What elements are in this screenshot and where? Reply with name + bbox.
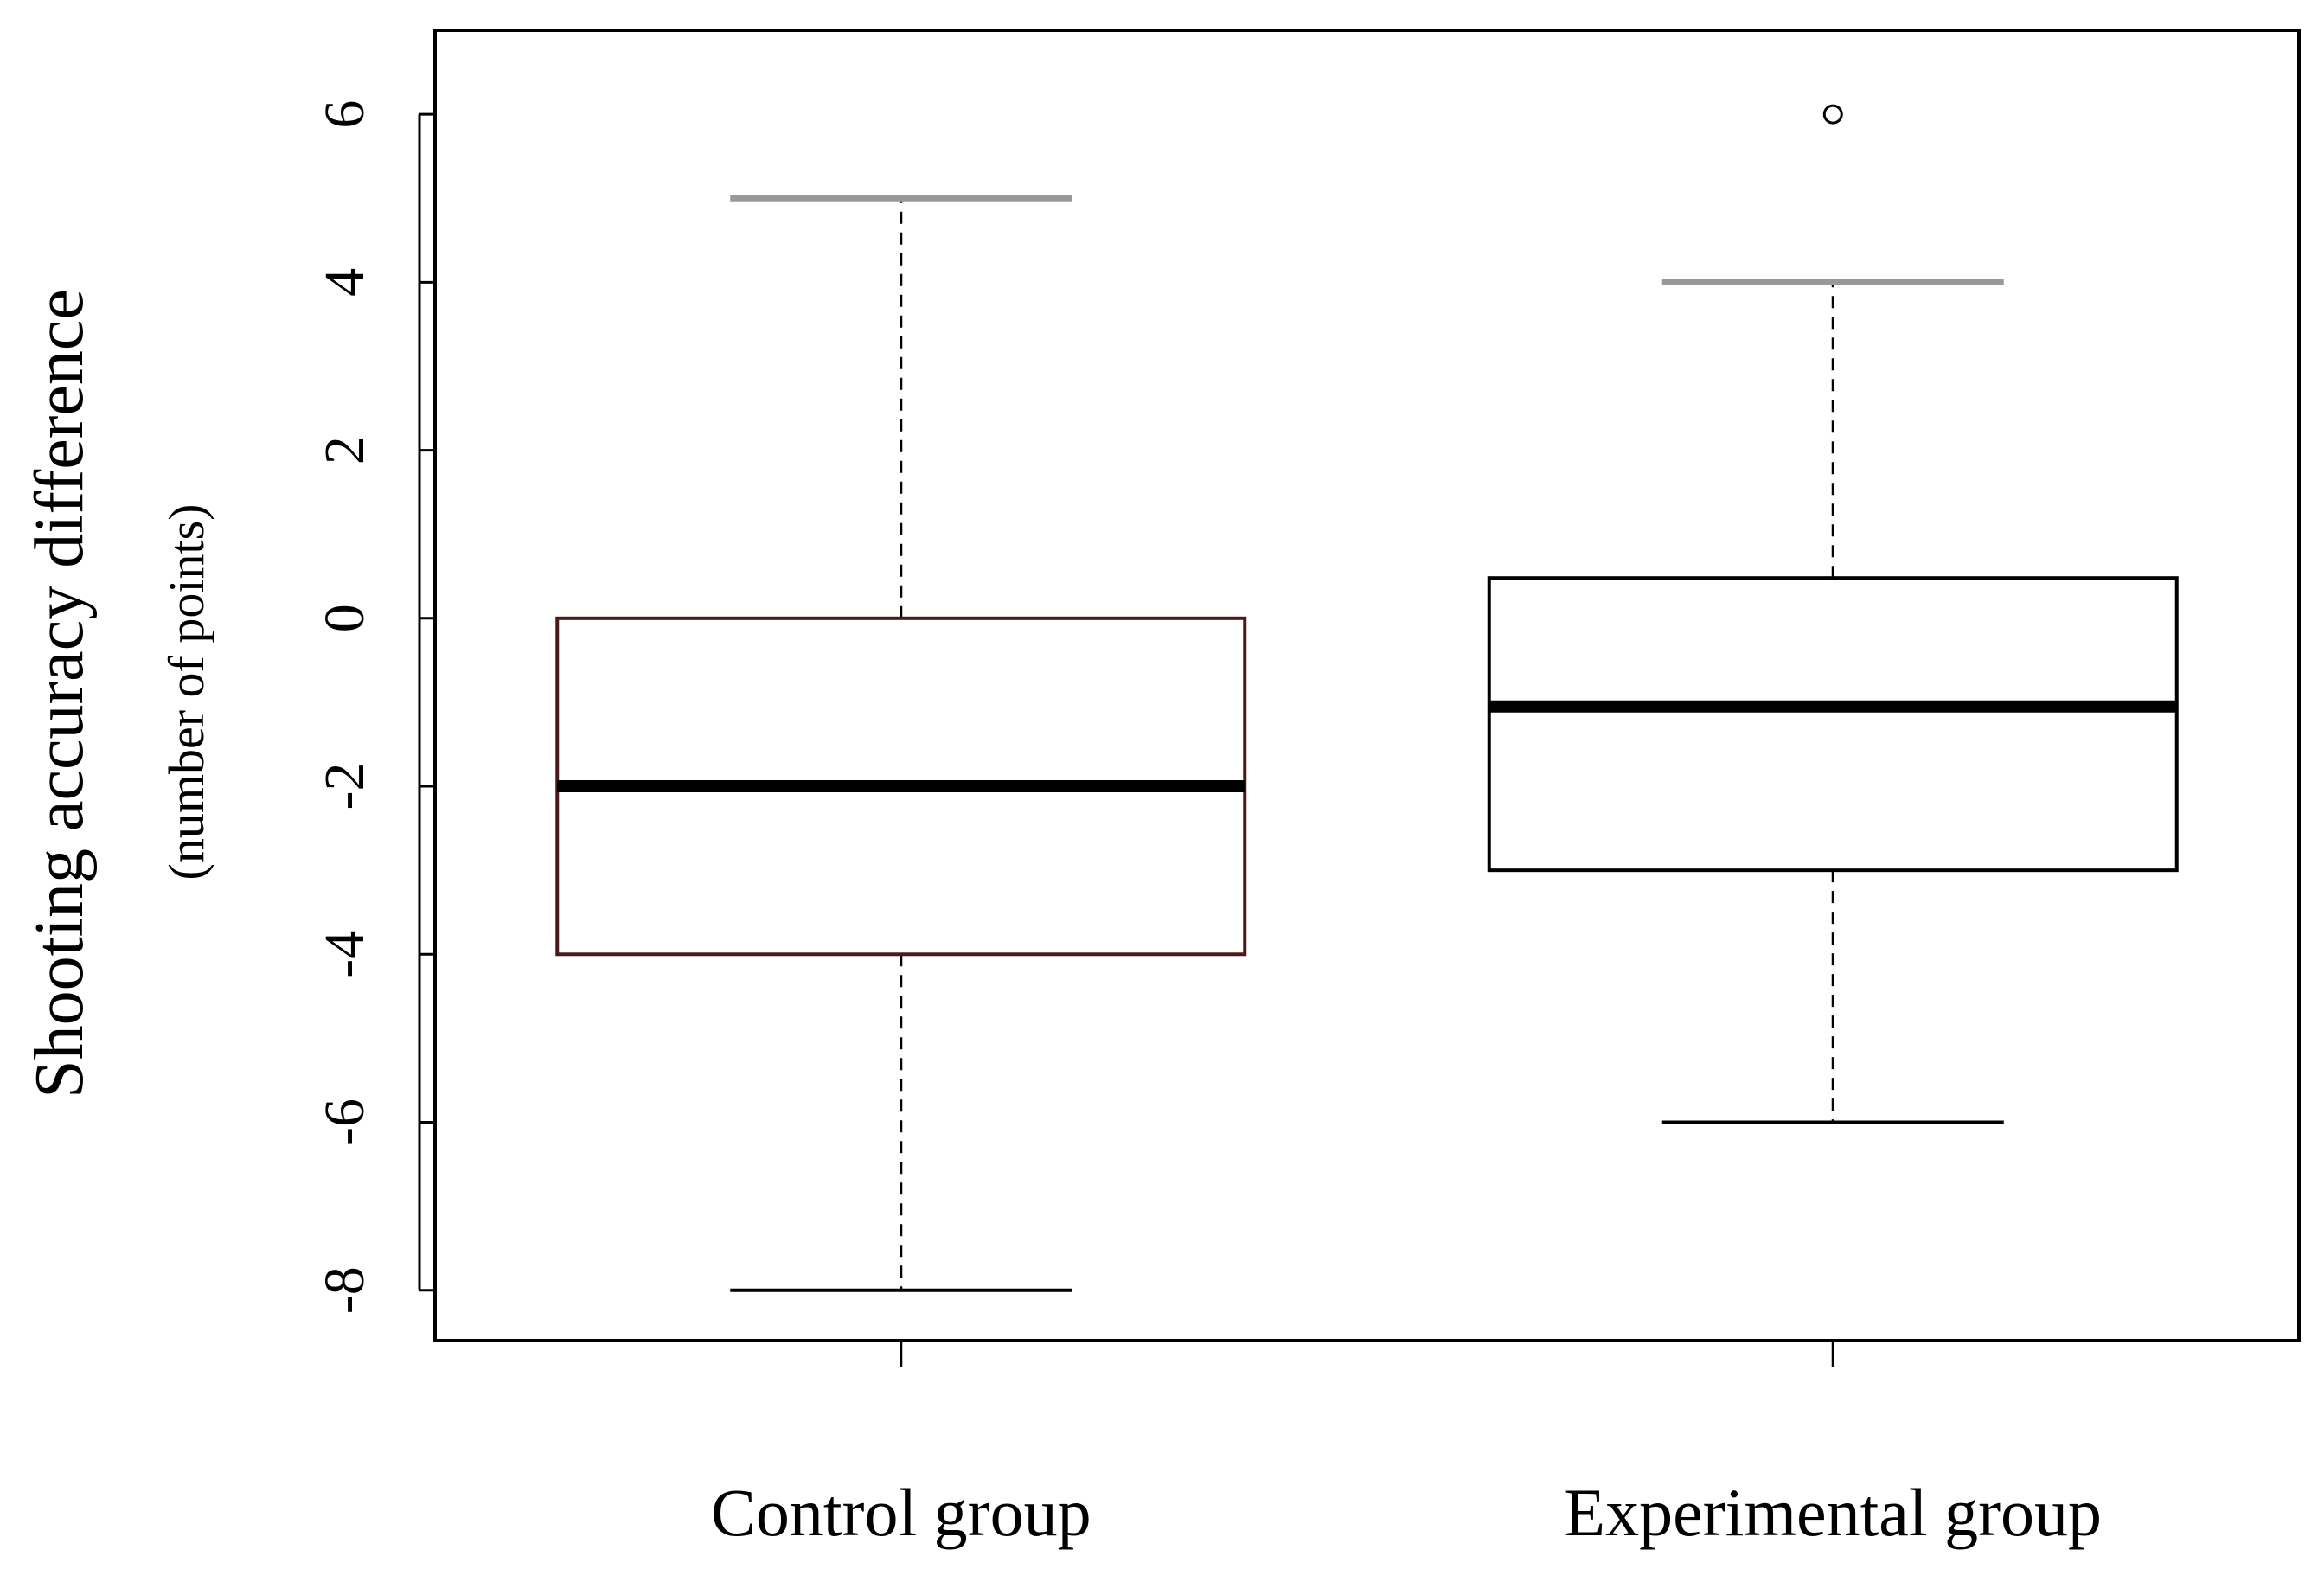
x-axis: Control group Experimental group [711, 1341, 2102, 1550]
y-axis: 6 4 2 0 -2 -4 -6 -8 [313, 100, 435, 1314]
y-tick-label: 6 [313, 100, 376, 129]
box-1 [555, 195, 1247, 1292]
box-2 [1487, 104, 2179, 1124]
y-tick-label: 2 [313, 436, 376, 464]
y-axis-subtitle: (number of points) [158, 504, 214, 881]
y-axis-title: Shooting accuracy difference [22, 289, 98, 1098]
boxes [555, 104, 2179, 1292]
y-tick-label: -4 [313, 931, 376, 978]
plot-frame [433, 29, 2301, 1342]
x-category-label: Experimental group [1564, 1475, 2102, 1550]
box-iqr [1487, 576, 2179, 873]
outlier-point [1822, 104, 1843, 125]
y-tick-label: -8 [313, 1266, 376, 1314]
y-tick-label: 4 [313, 268, 376, 297]
y-tick-label: -2 [313, 763, 376, 810]
y-tick-label: -6 [313, 1098, 376, 1146]
y-tick-label: 0 [313, 604, 376, 632]
x-category-label: Control group [711, 1475, 1092, 1550]
